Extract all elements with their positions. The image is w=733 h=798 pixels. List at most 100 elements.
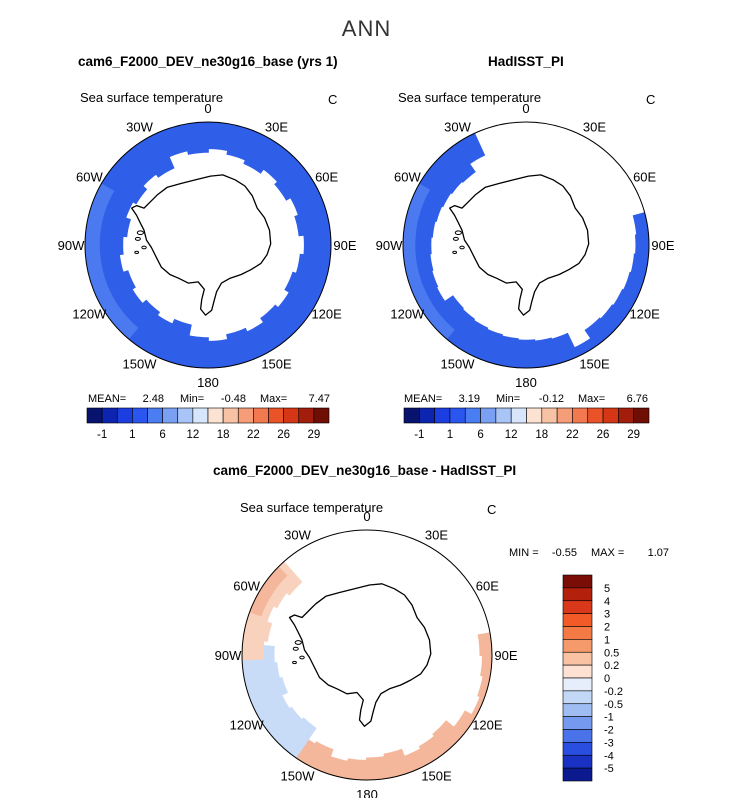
longitude-label: 0 — [522, 101, 529, 116]
ocean-sector — [156, 122, 189, 158]
ocean-sector — [294, 205, 331, 237]
diff-positive-light — [242, 636, 265, 661]
ocean-sector — [206, 338, 236, 368]
ocean-sector — [133, 130, 175, 178]
colorbar-swatch — [464, 407, 481, 424]
ocean-sector — [436, 142, 476, 183]
diff-positive — [383, 748, 412, 780]
colorbar-tick-label: 29 — [307, 429, 320, 441]
longitude-label: 60E — [315, 170, 338, 185]
colorbar-swatch — [562, 716, 593, 730]
colorbar-swatch — [101, 407, 118, 424]
island-coastline — [292, 646, 299, 651]
panel-obs: Sea surface temperature C 0 30E 60E 90E 120E 15… — [376, 90, 675, 441]
ocean-sector — [180, 122, 210, 155]
diff-negative — [242, 662, 281, 689]
diff-positive — [365, 755, 391, 780]
longitude-label: 60W — [233, 579, 260, 594]
diff-negative — [262, 706, 303, 746]
ocean-sector — [453, 319, 489, 359]
longitude-label: 60W — [76, 170, 103, 185]
colorbar-swatch — [556, 407, 573, 424]
colorbar-tick-label: -1 — [97, 429, 107, 441]
longitude-label: 90E — [651, 238, 674, 253]
longitude-label: 90W — [376, 238, 403, 253]
stat-label: MIN = — [509, 547, 539, 559]
longitude-label: 60E — [476, 579, 499, 594]
colorbar-tick-label: 1 — [129, 429, 135, 441]
longitude-label: 120E — [311, 307, 342, 322]
colorbar-swatch — [562, 639, 593, 653]
longitude-label: 60W — [394, 170, 421, 185]
variable-label: Sea surface temperature — [240, 500, 383, 515]
colorbar-swatch — [562, 767, 593, 782]
ocean-sector — [550, 332, 580, 366]
colorbar-swatch — [434, 407, 451, 424]
variable-label: Sea surface temperature — [398, 90, 541, 105]
stat-label: Min= — [180, 393, 204, 405]
island-coastline — [452, 236, 459, 241]
colorbar-swatch — [526, 407, 543, 424]
island-coastline — [141, 245, 147, 250]
longitude-label: 90E — [333, 238, 356, 253]
colorbar-swatch — [313, 407, 330, 424]
colorbar-tick-label: 6 — [159, 429, 165, 441]
colorbar-swatch — [562, 626, 593, 640]
panel-1-title: cam6_F2000_DEV_ne30g16_base (yrs 1) — [78, 54, 338, 69]
panel-2-title: HadISST_PI — [488, 54, 564, 69]
ocean-sector — [156, 318, 192, 368]
longitude-label: 120W — [230, 718, 265, 733]
map-border — [84, 121, 332, 369]
stat-value: -0.48 — [221, 393, 246, 405]
ocean-sector — [284, 271, 328, 309]
island-coastline — [134, 250, 140, 254]
panel-3-title: cam6_F2000_DEV_ne30g16_base - HadISST_PI — [213, 463, 517, 478]
colorbar-tick-label: 22 — [247, 429, 260, 441]
ocean-sector — [180, 335, 210, 368]
longitude-label: 180 — [197, 375, 219, 390]
colorbar-swatch — [253, 407, 269, 424]
ocean-sector — [533, 337, 560, 368]
colorbar-tick-label: 0.5 — [604, 647, 619, 659]
colorbar-swatch — [562, 574, 593, 589]
panel-model: Sea surface temperature C 0 30E 60E 90E 120E 15… — [58, 90, 357, 441]
longitude-label: 120W — [390, 307, 425, 322]
longitude-label: 150W — [123, 357, 158, 372]
ocean-sector — [226, 327, 260, 368]
colorbar-tick-label: -4 — [604, 750, 614, 762]
longitude-label: 30W — [444, 119, 471, 134]
colorbar-tick-label: 22 — [566, 429, 579, 441]
ocean-sector — [514, 339, 538, 368]
ocean-sector — [133, 314, 174, 360]
colorbar-swatch — [562, 677, 593, 692]
map-fill — [403, 122, 649, 368]
colorbar-tick-label: 1 — [604, 634, 610, 646]
diff-positive — [477, 631, 492, 657]
colorbar-swatch — [562, 754, 593, 769]
colorbar-tick-label: 12 — [186, 429, 199, 441]
variable-label: Sea surface temperature — [80, 90, 223, 105]
stat-label: Min= — [496, 393, 520, 405]
colorbar-swatch — [562, 600, 593, 614]
longitude-label: 90W — [58, 238, 85, 253]
diff-negative — [276, 717, 317, 760]
colorbar-tick-label: -0.5 — [604, 699, 623, 711]
colorbar-swatch — [222, 407, 239, 424]
longitude-label: 30W — [284, 528, 311, 543]
longitude-label: 0 — [363, 509, 370, 524]
colorbar-swatch — [562, 729, 593, 743]
colorbar-tick-label: 5 — [604, 583, 610, 595]
map-border — [241, 529, 493, 781]
longitude-label: 150W — [281, 768, 316, 783]
colorbar-swatch — [510, 407, 527, 424]
colorbar-tick-label: 12 — [505, 429, 518, 441]
colorbar-swatch — [572, 407, 589, 424]
island-coastline — [454, 230, 462, 236]
colorbar-swatch — [207, 407, 224, 424]
colorbar-tick-label: 4 — [604, 596, 610, 608]
longitude-label: 90E — [494, 648, 517, 663]
colorbar-tick-label: 0 — [604, 673, 610, 685]
longitude-label: 30E — [265, 119, 288, 134]
colorbar-swatch — [147, 407, 163, 424]
